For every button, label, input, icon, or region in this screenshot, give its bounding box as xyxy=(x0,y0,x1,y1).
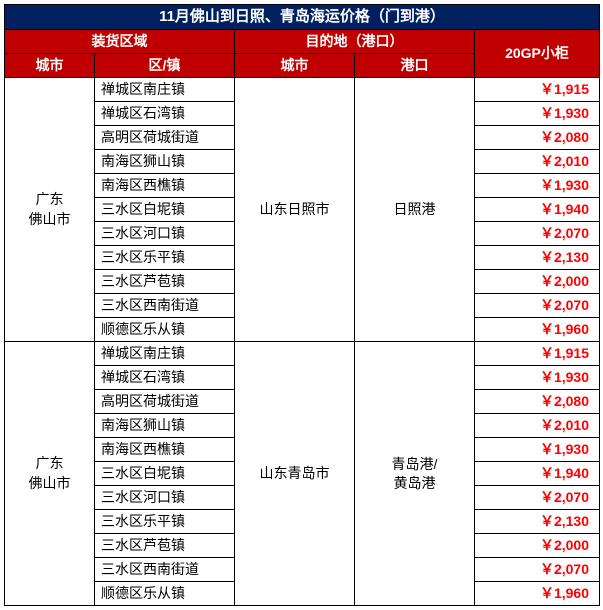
price-cell: ￥1,940 xyxy=(475,198,600,222)
price-cell: ￥2,000 xyxy=(475,270,600,294)
port-cell: 青岛港/黄岛港 xyxy=(355,342,475,606)
district-cell: 三水区芦苞镇 xyxy=(95,534,235,558)
header-destination: 目的地（港口） xyxy=(235,30,475,54)
port-cell: 日照港 xyxy=(355,78,475,342)
district-cell: 高明区荷城街道 xyxy=(95,390,235,414)
district-cell: 三水区西南街道 xyxy=(95,558,235,582)
origin-province: 广东 xyxy=(36,455,64,471)
price-cell: ￥1,930 xyxy=(475,366,600,390)
price-cell: ￥2,080 xyxy=(475,390,600,414)
header-port: 港口 xyxy=(355,54,475,78)
price-cell: ￥2,070 xyxy=(475,558,600,582)
price-cell: ￥2,000 xyxy=(475,534,600,558)
price-cell: ￥1,960 xyxy=(475,318,600,342)
price-cell: ￥1,940 xyxy=(475,462,600,486)
district-cell: 禅城区石湾镇 xyxy=(95,102,235,126)
price-cell: ￥2,010 xyxy=(475,150,600,174)
price-cell: ￥1,915 xyxy=(475,78,600,102)
district-cell: 南海区狮山镇 xyxy=(95,414,235,438)
price-cell: ￥2,130 xyxy=(475,510,600,534)
price-cell: ￥2,070 xyxy=(475,222,600,246)
district-cell: 南海区狮山镇 xyxy=(95,150,235,174)
district-cell: 三水区白坭镇 xyxy=(95,198,235,222)
district-cell: 三水区河口镇 xyxy=(95,486,235,510)
district-cell: 高明区荷城街道 xyxy=(95,126,235,150)
price-cell: ￥1,930 xyxy=(475,438,600,462)
table-title: 11月佛山到日照、青岛海运价格（门到港） xyxy=(5,5,600,30)
table-body: 广东佛山市禅城区南庄镇山东日照市日照港￥1,915禅城区石湾镇￥1,930高明区… xyxy=(5,78,600,606)
district-cell: 顺德区乐从镇 xyxy=(95,318,235,342)
origin-city: 广东佛山市 xyxy=(5,78,95,342)
dest-city: 山东青岛市 xyxy=(235,342,355,606)
price-cell: ￥2,070 xyxy=(475,294,600,318)
header-dest-city: 城市 xyxy=(235,54,355,78)
table-row: 广东佛山市禅城区南庄镇山东日照市日照港￥1,915 xyxy=(5,78,600,102)
header-district: 区/镇 xyxy=(95,54,235,78)
origin-city: 广东佛山市 xyxy=(5,342,95,606)
table-row: 广东佛山市禅城区南庄镇山东青岛市青岛港/黄岛港￥1,915 xyxy=(5,342,600,366)
district-cell: 禅城区南庄镇 xyxy=(95,78,235,102)
district-cell: 三水区芦苞镇 xyxy=(95,270,235,294)
district-cell: 南海区西樵镇 xyxy=(95,174,235,198)
district-cell: 三水区乐平镇 xyxy=(95,510,235,534)
district-cell: 三水区白坭镇 xyxy=(95,462,235,486)
price-cell: ￥2,010 xyxy=(475,414,600,438)
district-cell: 禅城区石湾镇 xyxy=(95,366,235,390)
origin-province: 广东 xyxy=(36,191,64,207)
dest-city: 山东日照市 xyxy=(235,78,355,342)
header-container: 20GP小柜 xyxy=(475,30,600,78)
district-cell: 三水区乐平镇 xyxy=(95,246,235,270)
price-cell: ￥2,070 xyxy=(475,486,600,510)
origin-city-name: 佛山市 xyxy=(29,211,71,227)
price-cell: ￥1,960 xyxy=(475,582,600,606)
header-city: 城市 xyxy=(5,54,95,78)
price-cell: ￥2,130 xyxy=(475,246,600,270)
header-loading-area: 装货区域 xyxy=(5,30,235,54)
origin-city-name: 佛山市 xyxy=(29,475,71,491)
price-cell: ￥1,930 xyxy=(475,102,600,126)
district-cell: 禅城区南庄镇 xyxy=(95,342,235,366)
price-table: 11月佛山到日照、青岛海运价格（门到港） 装货区域 目的地（港口） 20GP小柜… xyxy=(4,4,600,606)
price-cell: ￥1,930 xyxy=(475,174,600,198)
district-cell: 三水区河口镇 xyxy=(95,222,235,246)
district-cell: 三水区西南街道 xyxy=(95,294,235,318)
district-cell: 南海区西樵镇 xyxy=(95,438,235,462)
price-cell: ￥2,080 xyxy=(475,126,600,150)
price-cell: ￥1,915 xyxy=(475,342,600,366)
district-cell: 顺德区乐从镇 xyxy=(95,582,235,606)
